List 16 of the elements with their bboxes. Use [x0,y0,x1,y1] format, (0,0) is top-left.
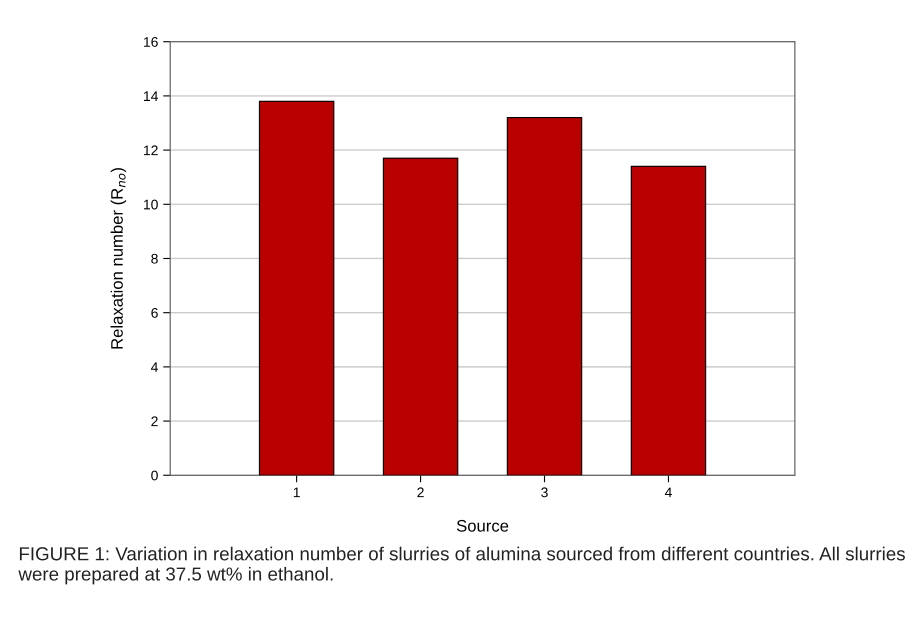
x-axis-title: Source [456,520,508,532]
y-tick-label: 14 [144,91,158,101]
x-tick-label: 3 [541,487,548,498]
y-tick-label: 4 [150,362,158,372]
y-tick-label: 0 [151,470,158,480]
x-tick-label: 4 [664,488,672,498]
caption: FIGURE 1: Variation in relaxation number of slurries of alumina sourced from different countries. All slurries were prepared at 37.5 wt% in ethanol. [18,546,905,584]
x-tick-label: 1 [294,488,300,498]
y-axis-title: Relaxation number (R$_{no}$) [110,168,126,349]
y-tick-label: 6 [151,308,158,318]
y-tick-label: 8 [151,254,158,264]
y-tick-label: 12 [144,145,158,156]
y-tick-label: 16 [144,37,158,47]
y-tick-label: 10 [144,200,158,210]
y-tick-label: 2 [151,416,158,426]
x-tick-label: 2 [417,487,424,498]
